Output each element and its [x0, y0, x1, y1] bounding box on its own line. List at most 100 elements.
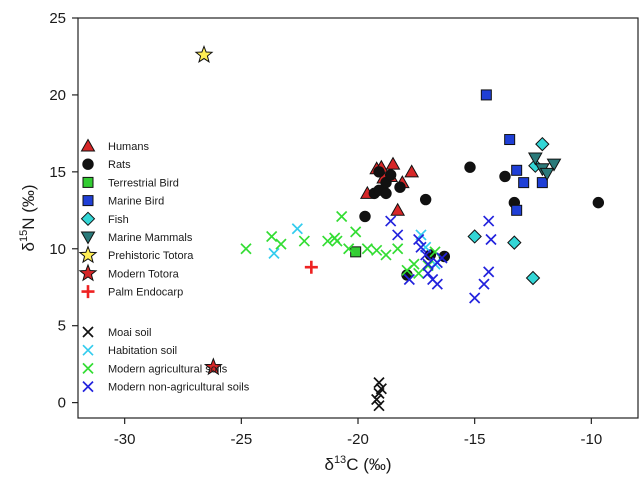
data-point [266, 230, 278, 243]
legend-label: Fish [108, 214, 129, 226]
legend-item-terrestrial-bird: Terrestrial Bird [82, 176, 179, 189]
data-point [392, 229, 404, 241]
data-point [507, 235, 522, 250]
legend-item-palm-endocarp: Palm Endocarp [81, 285, 183, 299]
legend-item-modern-agricultural-soils: Modern agricultural soils [82, 362, 228, 375]
y-axis-title: δ15N (‰) [18, 184, 38, 251]
legend: Humans Rats Terrestrial Bird Marine Bird Fis… [78, 138, 250, 394]
legend-marker [82, 195, 94, 207]
data-point [275, 238, 287, 250]
data-point [304, 260, 318, 274]
x-axis-title: δ13C (‰) [324, 454, 391, 474]
legend-marker [82, 176, 94, 188]
data-point [322, 235, 334, 247]
data-point [268, 247, 280, 259]
data-point [483, 266, 495, 278]
data-point [404, 164, 420, 178]
legend-item-humans: Humans [80, 138, 149, 153]
data-point [415, 241, 427, 253]
data-point [525, 270, 541, 286]
data-point [394, 181, 406, 193]
data-point [546, 158, 562, 172]
data-point [504, 134, 516, 146]
data-point [413, 233, 425, 246]
series-marine-bird [480, 89, 548, 216]
data-point [385, 156, 401, 170]
data-point [194, 45, 214, 63]
legend-marker [80, 138, 96, 152]
legend-label: Modern Totora [108, 268, 180, 280]
data-point [469, 292, 481, 304]
y-tick-label: 25 [49, 10, 66, 27]
data-point [361, 243, 373, 255]
data-point [240, 243, 252, 255]
legend-marker [82, 362, 94, 375]
data-point [431, 278, 443, 290]
x-tick-label: -30 [114, 431, 136, 448]
data-point [380, 187, 392, 200]
legend-label: Rats [108, 159, 131, 171]
series-marine-mammals [527, 152, 562, 181]
data-point [373, 400, 385, 412]
data-point [392, 243, 404, 255]
data-point [485, 233, 497, 246]
legend-item-modern-totora: Modern Totora [78, 263, 180, 282]
data-point [483, 215, 495, 227]
legend-label: Humans [108, 141, 149, 153]
data-point [371, 244, 383, 256]
data-points [194, 45, 605, 412]
data-point [478, 278, 490, 290]
legend-marker [82, 344, 94, 356]
data-point [464, 161, 476, 173]
data-point [350, 226, 362, 238]
data-point [384, 169, 397, 181]
y-tick-label: 5 [58, 318, 66, 335]
data-point [408, 258, 420, 270]
legend-marker [78, 263, 98, 282]
legend-item-marine-bird: Marine Bird [82, 195, 164, 208]
data-point [535, 136, 550, 152]
series-modern-agricultural-soils [240, 210, 441, 279]
data-point [518, 177, 530, 189]
data-point [536, 177, 548, 189]
data-point [359, 210, 371, 223]
legend-item-marine-mammals: Marine Mammals [80, 231, 193, 245]
legend-item-prehistoric-totora: Prehistoric Totora [78, 245, 194, 264]
legend-label: Modern non-agricultural soils [108, 382, 250, 394]
legend-marker [82, 158, 94, 170]
series-modern-non-agricultural-soils [385, 215, 497, 304]
series-palm-endocarp [304, 260, 318, 274]
legend-label: Moai soil [108, 327, 151, 339]
y-tick-label: 20 [49, 87, 66, 104]
data-point [291, 223, 303, 235]
axes: -30 -25 -20 -15 -10 0 5 10 15 20 25 [49, 10, 602, 448]
y-tick-label: 15 [49, 164, 66, 181]
x-tick-label: -20 [347, 431, 369, 448]
legend-marker [80, 211, 96, 227]
legend-item-fish: Fish [80, 211, 129, 227]
legend-item-habitation-soil: Habitation soil [82, 344, 177, 357]
y-tick-label: 10 [49, 241, 66, 258]
data-point [390, 202, 406, 216]
data-point [499, 170, 511, 183]
legend-marker [82, 326, 94, 338]
data-point [527, 152, 543, 166]
data-point [373, 387, 385, 399]
data-point [420, 249, 432, 261]
data-point [298, 235, 310, 247]
data-point [592, 196, 605, 209]
data-point [436, 252, 448, 264]
data-point [467, 229, 482, 244]
y-tick-label: 0 [58, 395, 66, 412]
data-point [422, 258, 434, 270]
legend-label: Modern agricultural soils [108, 363, 228, 375]
data-point [539, 167, 555, 181]
data-point [422, 267, 434, 279]
data-point [373, 377, 385, 389]
plot-frame [77, 17, 639, 419]
legend-label: Palm Endocarp [108, 287, 183, 299]
data-point [331, 235, 343, 247]
legend-marker [80, 231, 96, 245]
data-point [413, 267, 425, 279]
series-modern-totora [203, 357, 223, 376]
